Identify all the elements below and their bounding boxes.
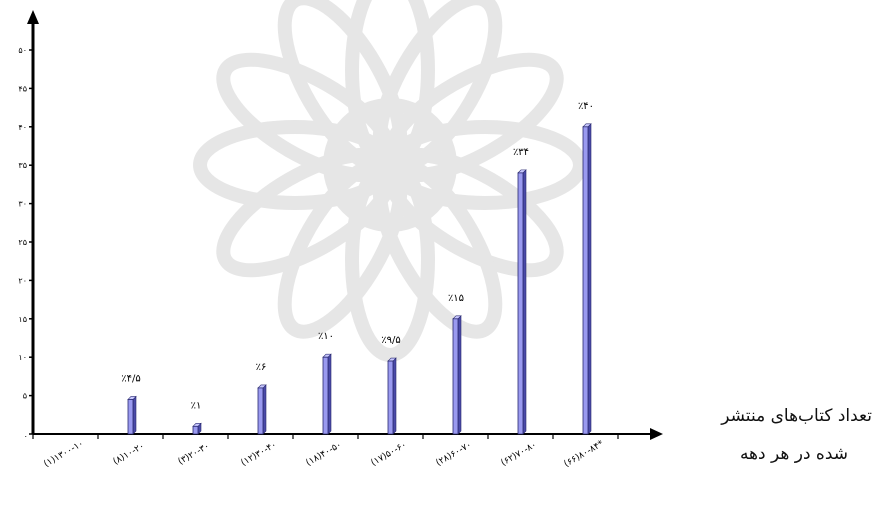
x-tick-label: (۱)۱۳۰۰-۱۰ xyxy=(42,439,85,470)
x-axis-ticks: (۱)۱۳۰۰-۱۰ (۸)۱۰-۲۰ (۳)۲۰-۳۰ (۱۲)۳۰-۴۰ (۱۸)۴… xyxy=(32,434,619,470)
y-axis-arrowhead xyxy=(27,10,39,24)
bar-side xyxy=(262,384,267,435)
bar xyxy=(257,387,264,435)
y-tick-label: ۱۵ xyxy=(18,315,27,324)
bar xyxy=(582,126,589,435)
watermark-petal xyxy=(277,0,408,175)
data-label: ٪۹/۵ xyxy=(381,335,400,346)
bar xyxy=(517,172,524,435)
y-tick-label: ۳۰ xyxy=(18,200,27,209)
x-tick-label: (۶۶)۸۰-۸۴* xyxy=(563,439,606,470)
y-axis-ticks: . ۵ ۱۰ ۱۵ ۲۰ ۲۵ ۳۰ ۳۵ ۴۰ ۴۵ ۵۰ xyxy=(18,46,33,439)
y-tick-label: ۲۵ xyxy=(18,238,27,247)
x-tick-label: (۱۸)۴۰-۵۰ xyxy=(304,440,343,468)
data-label: ٪۱۰ xyxy=(318,331,334,342)
data-label: ٪۱ xyxy=(191,400,202,411)
bar-side xyxy=(132,395,137,435)
bar xyxy=(387,360,394,435)
y-tick-label: ۳۵ xyxy=(18,161,27,170)
bar-side xyxy=(327,353,332,435)
bar-side xyxy=(457,315,462,435)
bar xyxy=(127,399,134,435)
y-tick-label: ۴۵ xyxy=(18,84,27,93)
data-label: ٪۴۰ xyxy=(578,101,594,112)
data-labels-group: ٪۴/۵ ٪۱ ٪۶ ٪۱۰ ٪۹/۵ ٪۱۵ ٪۳۴ ٪۴۰ xyxy=(121,101,594,412)
watermark-emblem xyxy=(193,0,587,362)
x-tick-label: (۱۷)۵۰-۶۰ xyxy=(369,440,408,468)
x-tick-label: (۳)۲۰-۳۰ xyxy=(177,441,212,467)
x-tick-label: (۱۲)۳۰-۴۰ xyxy=(239,440,278,468)
data-label: ٪۱۵ xyxy=(448,293,464,304)
x-tick-label: (۶۲)۷۰-۸۰ xyxy=(499,440,538,468)
data-label: ٪۳۴ xyxy=(513,147,529,158)
bar-side xyxy=(522,169,527,435)
x-axis-caption-line1: تعداد کتاب‌های منتشر xyxy=(721,406,872,426)
x-axis-caption-line2: شده در هر دهه xyxy=(739,444,848,464)
bar xyxy=(322,356,329,435)
data-label: ٪۶ xyxy=(256,362,267,373)
x-tick-label: (۸)۱۰-۲۰ xyxy=(112,441,147,467)
bar-side xyxy=(392,357,397,435)
data-label: ٪۴/۵ xyxy=(121,373,140,384)
bar-side xyxy=(587,123,592,435)
y-tick-label: ۱۰ xyxy=(18,353,27,362)
x-tick-label: (۲۸)۶۰-۷۰ xyxy=(434,440,473,468)
y-tick-label: . xyxy=(24,430,27,439)
watermark-ring xyxy=(323,98,457,232)
y-tick-label: ۴۰ xyxy=(18,123,27,132)
bar xyxy=(452,318,459,435)
y-tick-label: ۵ xyxy=(23,392,27,401)
bars-group xyxy=(127,123,592,435)
x-axis-arrowhead xyxy=(650,428,663,440)
y-tick-label: ۲۰ xyxy=(18,276,27,285)
bar xyxy=(192,425,199,435)
y-tick-label: ۵۰ xyxy=(18,46,27,55)
chart-axes xyxy=(27,10,663,440)
